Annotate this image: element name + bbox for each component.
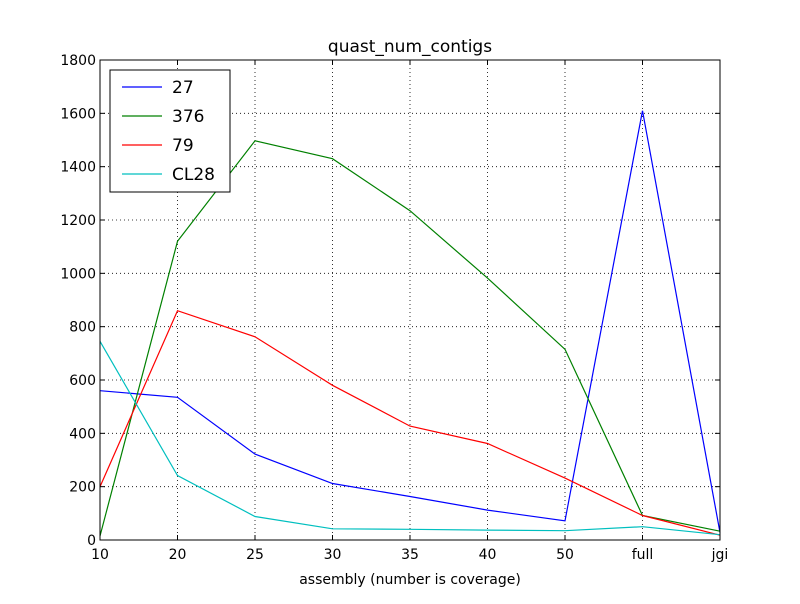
x-tick-label: 40 — [479, 547, 497, 563]
y-tick-label: 800 — [69, 320, 96, 336]
grid-lines — [100, 60, 720, 540]
x-tick-label: 20 — [169, 547, 187, 563]
x-tick-label: jgi — [711, 547, 729, 563]
series-line-27 — [99, 110, 721, 533]
legend-box — [109, 69, 231, 193]
y-tick-label: 400 — [69, 426, 96, 442]
legend: 27 376 79 CL28 — [109, 69, 231, 193]
x-tick-label: 50 — [556, 547, 574, 563]
axis-ticks: 10 20 25 30 35 40 50 full jgi 0 200 400 600 800 1000 12… — [60, 53, 728, 563]
x-tick-label: 30 — [324, 547, 342, 563]
x-tick-label: 35 — [401, 547, 419, 563]
y-tick-label: 600 — [69, 373, 96, 389]
legend-label: 376 — [172, 107, 204, 127]
legend-label: 27 — [172, 78, 194, 98]
series-line-cl28 — [99, 340, 721, 536]
x-axis-title: assembly (number is coverage) — [299, 572, 521, 588]
x-tick-label: 10 — [91, 547, 109, 563]
y-tick-label: 1000 — [60, 266, 96, 282]
legend-label: 79 — [172, 136, 194, 156]
chart-title: quast_num_contigs — [328, 37, 492, 57]
y-tick-label: 200 — [69, 480, 96, 496]
series-line-376 — [99, 140, 721, 537]
y-tick-label: 1800 — [60, 53, 96, 69]
y-tick-label: 1600 — [60, 106, 96, 122]
legend-label: CL28 — [172, 165, 215, 185]
series-lines — [99, 110, 721, 537]
series-line-79 — [99, 309, 721, 536]
x-tick-label: full — [632, 547, 654, 563]
x-tick-label: 25 — [246, 547, 264, 563]
y-tick-label: 1400 — [60, 160, 96, 176]
y-tick-label: 1200 — [60, 213, 96, 229]
y-tick-label: 0 — [87, 533, 96, 549]
